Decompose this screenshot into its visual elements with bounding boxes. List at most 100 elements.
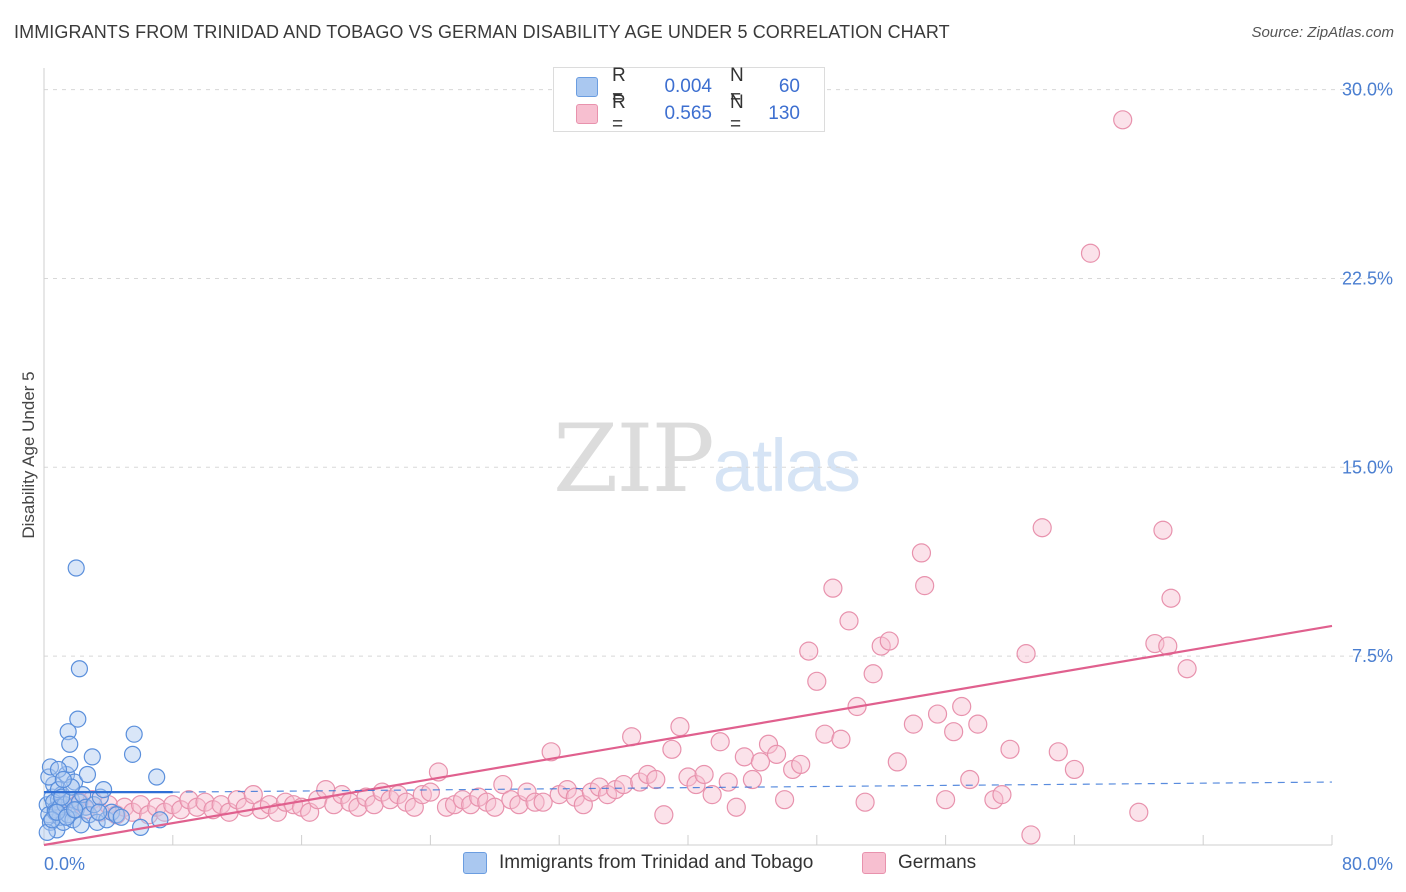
watermark-atlas: atlas: [712, 424, 861, 507]
trinidad-point: [49, 760, 68, 779]
germans-point: [734, 747, 754, 767]
watermark: ZIPatlas: [553, 405, 861, 514]
trinidad-point: [61, 735, 79, 753]
legend-label-trinidad: Immigrants from Trinidad and Tobago: [499, 852, 814, 873]
germans-point: [267, 802, 288, 822]
germans-point: [1032, 518, 1052, 538]
legend-n-value: 130: [768, 103, 800, 124]
trinidad-point: [61, 755, 79, 774]
legend-label-germans: Germans: [898, 852, 977, 873]
germans-point: [952, 696, 972, 717]
trinidad-point: [69, 710, 87, 728]
legend-row-germans: R = 0.565 N = 130: [576, 92, 800, 135]
legend-swatch-germans: [576, 104, 598, 124]
y-axis-label: Disability Age Under 5: [19, 371, 38, 538]
germans-point: [1153, 520, 1173, 540]
germans-point: [944, 722, 964, 742]
grid-layer: [44, 89, 1384, 657]
legend-r-value: 0.004: [664, 76, 712, 97]
germans-point: [1016, 644, 1036, 664]
germans-point: [992, 785, 1012, 805]
germans-point: [678, 767, 698, 787]
stats-legend: R = 0.004 N = 60 R = 0.565 N = 130: [553, 65, 825, 135]
germans-point: [461, 795, 481, 815]
trinidad-point: [65, 801, 84, 819]
legend-r-label: R =: [612, 92, 626, 135]
germans-point: [887, 752, 907, 772]
trinidad-point: [107, 806, 126, 824]
trinidad-point: [112, 808, 130, 826]
germans-point: [646, 769, 666, 790]
germans-point: [968, 714, 988, 734]
germans-point: [1080, 243, 1101, 263]
germans-point: [831, 729, 851, 749]
trinidad-point: [123, 745, 142, 763]
legend-n-label: N =: [730, 65, 744, 108]
germans-point: [420, 782, 440, 802]
trinidad-point: [67, 559, 85, 577]
germans-point: [1000, 739, 1020, 759]
germans-trend-line: [43, 624, 1333, 847]
legend-item-trinidad[interactable]: Immigrants from Trinidad and Tobago: [463, 852, 813, 874]
trinidad-trend-extension: [172, 781, 1333, 793]
x-tick-marks: [172, 835, 1333, 845]
watermark-zip: ZIP: [553, 405, 715, 514]
germans-point: [533, 792, 553, 812]
y-tick-label: 7.5%: [1352, 646, 1393, 666]
x-tick-label: 0.0%: [44, 854, 85, 874]
y-tick-labels: 7.5% 15.0% 22.5% 30.0%: [1342, 80, 1393, 667]
germans-point: [839, 611, 859, 631]
germans-point: [630, 772, 650, 792]
y-tick-label: 30.0%: [1342, 80, 1393, 100]
trinidad-point: [54, 770, 72, 789]
trinidad-points: [38, 559, 169, 842]
trend-lines: [43, 624, 1333, 847]
trinidad-point: [103, 803, 121, 821]
legend-row-trinidad: R = 0.004 N = 60: [576, 65, 800, 108]
germans-point: [710, 732, 730, 752]
germans-point: [1021, 825, 1041, 845]
germans-point: [1158, 636, 1178, 656]
germans-point: [155, 802, 175, 822]
germans-point: [670, 717, 690, 737]
germans-point: [742, 769, 763, 790]
germans-point: [750, 752, 771, 772]
germans-point: [823, 578, 843, 598]
germans-point: [863, 664, 883, 684]
trinidad-point: [38, 823, 56, 842]
germans-point: [654, 805, 674, 825]
germans-point: [879, 631, 899, 651]
germans-point: [131, 795, 151, 815]
trinidad-point: [125, 725, 143, 743]
germans-point: [774, 790, 795, 810]
germans-point: [915, 576, 935, 596]
germans-point: [686, 774, 706, 795]
germans-point: [243, 785, 263, 805]
y-tick-label: 22.5%: [1342, 268, 1393, 288]
legend-r-value: 0.565: [664, 103, 712, 124]
germans-point: [766, 744, 787, 764]
legend-swatch-trinidad: [463, 852, 487, 874]
germans-point: [791, 754, 811, 775]
germans-point: [799, 641, 819, 661]
series-legend: Immigrants from Trinidad and Tobago Germ…: [0, 852, 1406, 878]
germans-point: [557, 780, 577, 800]
germans-point: [815, 724, 835, 744]
legend-swatch-trinidad: [576, 77, 598, 97]
trinidad-point: [83, 748, 101, 766]
germans-point: [1161, 588, 1181, 608]
x-tick-label: 80.0%: [1342, 854, 1393, 874]
germans-point: [589, 777, 610, 797]
germans-point: [613, 774, 634, 795]
germans-point: [702, 785, 722, 805]
chart-title: IMMIGRANTS FROM TRINIDAD AND TOBAGO VS G…: [14, 22, 950, 42]
legend-item-germans[interactable]: Germans: [862, 852, 976, 874]
germans-point: [1129, 802, 1149, 822]
germans-point: [179, 790, 199, 810]
germans-point: [726, 797, 746, 817]
germans-point: [718, 772, 738, 792]
germans-point: [927, 704, 948, 724]
trinidad-point: [78, 765, 97, 784]
germans-point: [1064, 759, 1085, 780]
